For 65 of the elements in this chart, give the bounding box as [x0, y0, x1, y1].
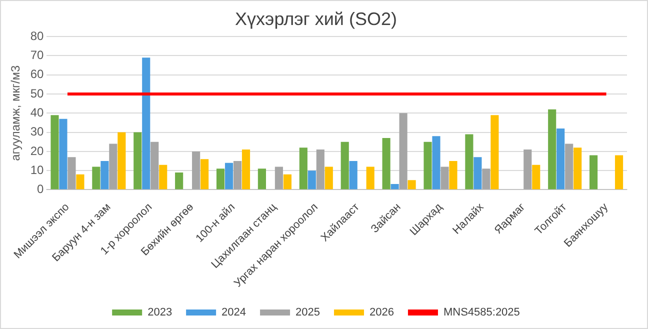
bar [548, 109, 556, 190]
bar [614, 155, 624, 190]
bar [482, 168, 490, 190]
legend-label: 2026 [370, 306, 394, 319]
bar [192, 151, 200, 190]
bar [424, 142, 432, 190]
bar [440, 166, 449, 190]
bar [258, 168, 266, 190]
bar [274, 166, 283, 190]
bar [589, 155, 598, 190]
legend-label: 2023 [148, 306, 172, 319]
bar [556, 128, 565, 190]
bar [299, 148, 308, 190]
bar [159, 164, 168, 190]
bar [59, 118, 68, 190]
bar [142, 58, 150, 190]
bar [316, 150, 324, 190]
bar [150, 142, 159, 190]
bar [283, 174, 292, 190]
legend-label: MNS4585:2025 [443, 306, 520, 319]
y-tick-label: 0 [37, 182, 44, 196]
bar [474, 157, 482, 190]
bar [532, 164, 540, 190]
bar [524, 150, 532, 190]
y-tick-label: 40 [30, 105, 44, 120]
bar [366, 166, 374, 190]
bar [76, 174, 84, 190]
bar [574, 148, 582, 190]
bar [324, 166, 333, 190]
bar [92, 166, 100, 190]
bar [175, 172, 184, 190]
bar [68, 157, 76, 190]
y-tick-label: 20 [30, 144, 44, 158]
y-tick-label: 30 [30, 124, 44, 139]
bar [340, 142, 349, 190]
bar [109, 144, 118, 190]
legend-label: 2025 [296, 306, 320, 319]
bar [449, 161, 458, 190]
bar [118, 132, 126, 190]
bar [200, 159, 209, 190]
bar [216, 168, 225, 190]
y-tick-label: 80 [30, 28, 44, 43]
y-axis-title: агууламж, мкг/м3 [8, 65, 23, 161]
bar [349, 161, 358, 190]
bar [465, 134, 474, 190]
bar [100, 161, 109, 190]
y-tick-label: 50 [30, 86, 44, 100]
bar [390, 184, 399, 190]
y-tick-label: 10 [30, 162, 44, 177]
bar [408, 180, 416, 190]
bar [224, 162, 234, 190]
bar [565, 144, 574, 190]
bar [233, 161, 242, 190]
bar [308, 170, 316, 190]
bar [399, 113, 408, 190]
y-tick-label: 70 [30, 48, 44, 62]
bar [382, 138, 390, 190]
bar [242, 150, 250, 190]
bar [432, 136, 440, 190]
bar [50, 115, 59, 190]
bar [134, 132, 142, 190]
chart-title: Хүхэрлэг хий (SO2) [235, 8, 397, 29]
bar [490, 115, 499, 190]
legend-label: 2024 [222, 306, 246, 319]
y-tick-label: 60 [30, 67, 44, 82]
